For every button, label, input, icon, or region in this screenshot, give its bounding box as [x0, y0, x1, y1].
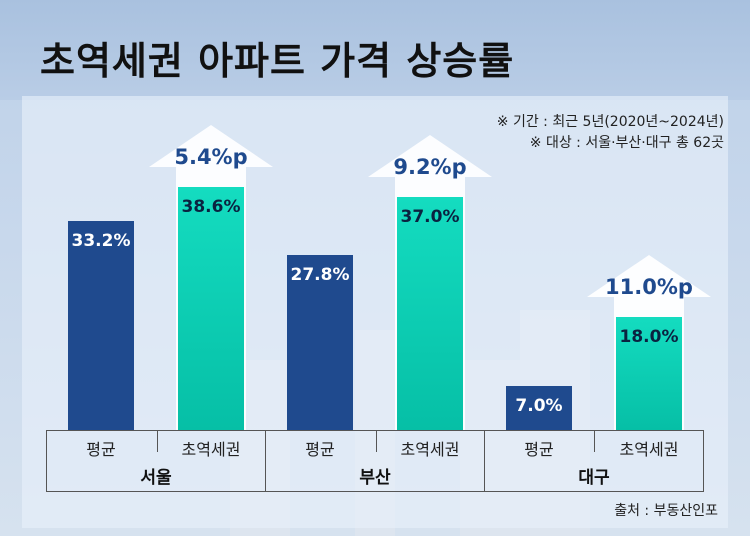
bar-value-label: 27.8% — [290, 264, 350, 285]
difference-label: 9.2%p — [393, 154, 467, 179]
bar-average — [506, 385, 572, 430]
note-target: ※ 대상 : 서울·부산·대구 총 62곳 — [529, 135, 724, 151]
category-axis-table — [46, 430, 704, 492]
bar-value-label: 7.0% — [515, 395, 563, 416]
region-divider — [484, 430, 485, 492]
bar-average — [287, 254, 353, 430]
sub-divider — [157, 430, 158, 452]
region-divider — [265, 430, 266, 492]
region-label: 서울 — [140, 468, 172, 488]
page-title: 초역세권 아파트 가격 상승률 — [40, 39, 515, 83]
sub-category-label: 초역세권 — [619, 440, 679, 459]
bar-station — [397, 196, 463, 430]
note-period: ※ 기간 : 최근 5년(2020년~2024년) — [496, 114, 724, 130]
bar-value-label: 38.6% — [181, 196, 241, 217]
region-label: 대구 — [578, 468, 610, 488]
bar-value-label: 33.2% — [71, 230, 131, 251]
difference-label: 5.4%p — [174, 144, 248, 169]
sub-category-label: 평균 — [86, 440, 116, 459]
bar-value-label: 18.0% — [619, 326, 679, 347]
bar-value-label: 37.0% — [400, 206, 460, 227]
bar-station — [616, 316, 682, 430]
sub-divider — [594, 430, 595, 452]
sub-category-label: 평균 — [524, 440, 554, 459]
difference-label: 11.0%p — [605, 274, 693, 299]
notes: ※ 기간 : 최근 5년(2020년~2024년) ※ 대상 : 서울·부산·대… — [497, 112, 724, 154]
sub-category-label: 평균 — [305, 440, 335, 459]
sub-divider — [376, 430, 377, 452]
source-note: 출처 : 부동산인포 — [614, 503, 718, 519]
bar-average — [68, 220, 134, 430]
sub-category-label: 초역세권 — [400, 440, 460, 459]
title-band — [0, 0, 750, 100]
region-label: 부산 — [359, 468, 391, 488]
chart-panel — [22, 96, 728, 528]
bar-station — [178, 186, 244, 430]
sub-category-label: 초역세권 — [181, 440, 241, 459]
